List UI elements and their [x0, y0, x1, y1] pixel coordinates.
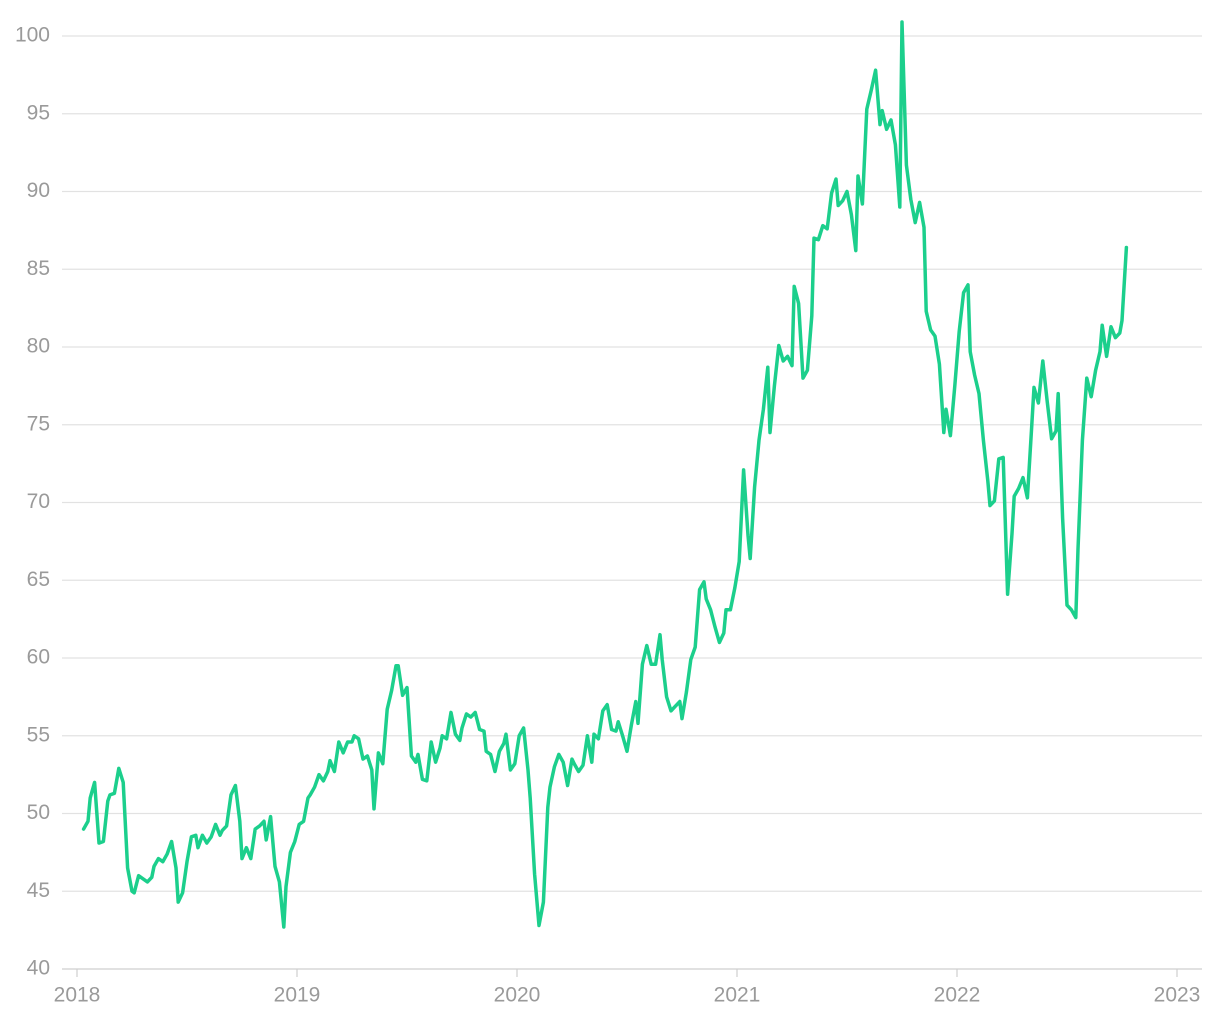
- x-tick-label: 2020: [494, 984, 541, 1007]
- data-line: [81, 20, 1129, 929]
- y-tick-label: 90: [27, 179, 50, 202]
- y-tick-label: 55: [27, 723, 50, 746]
- x-tick-label: 2023: [1154, 984, 1201, 1007]
- y-tick-label: 85: [27, 257, 50, 280]
- y-tick-label: 100: [15, 24, 50, 47]
- y-tick-label: 75: [27, 412, 50, 435]
- x-tick-label: 2018: [54, 984, 101, 1007]
- y-tick-label: 60: [27, 646, 50, 669]
- y-tick-label: 70: [27, 490, 50, 513]
- y-tick-label: 40: [27, 957, 50, 980]
- x-tick-label: 2021: [714, 984, 761, 1007]
- y-tick-label: 50: [27, 801, 50, 824]
- x-tick-label: 2019: [274, 984, 321, 1007]
- y-tick-label: 80: [27, 335, 50, 358]
- y-tick-label: 95: [27, 101, 50, 124]
- y-tick-label: 65: [27, 568, 50, 591]
- y-tick-label: 45: [27, 879, 50, 902]
- x-tick-label: 2022: [934, 984, 981, 1007]
